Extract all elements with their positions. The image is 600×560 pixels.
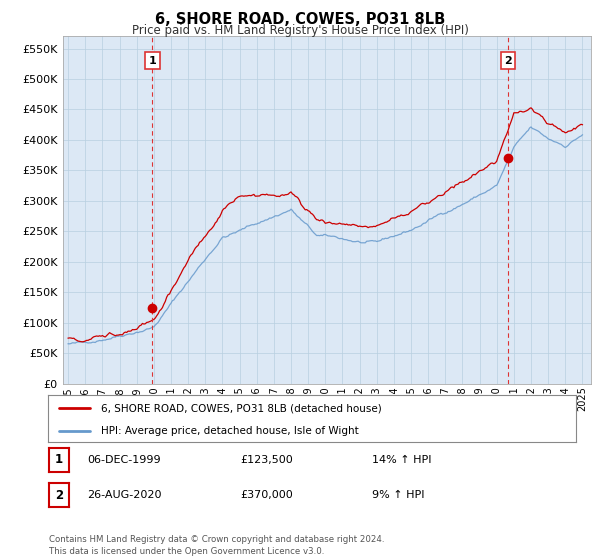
Text: £370,000: £370,000: [240, 490, 293, 500]
Text: 06-DEC-1999: 06-DEC-1999: [87, 455, 161, 465]
Text: 1: 1: [55, 453, 63, 466]
Text: 2: 2: [55, 488, 63, 502]
Text: 26-AUG-2020: 26-AUG-2020: [87, 490, 161, 500]
Text: Price paid vs. HM Land Registry's House Price Index (HPI): Price paid vs. HM Land Registry's House …: [131, 24, 469, 37]
Text: 6, SHORE ROAD, COWES, PO31 8LB: 6, SHORE ROAD, COWES, PO31 8LB: [155, 12, 445, 27]
Text: 2: 2: [504, 56, 512, 66]
Text: HPI: Average price, detached house, Isle of Wight: HPI: Average price, detached house, Isle…: [101, 426, 359, 436]
Text: 6, SHORE ROAD, COWES, PO31 8LB (detached house): 6, SHORE ROAD, COWES, PO31 8LB (detached…: [101, 403, 382, 413]
Text: 14% ↑ HPI: 14% ↑ HPI: [372, 455, 431, 465]
Text: 1: 1: [149, 56, 157, 66]
Text: £123,500: £123,500: [240, 455, 293, 465]
Text: Contains HM Land Registry data © Crown copyright and database right 2024.
This d: Contains HM Land Registry data © Crown c…: [49, 535, 385, 556]
Text: 9% ↑ HPI: 9% ↑ HPI: [372, 490, 425, 500]
